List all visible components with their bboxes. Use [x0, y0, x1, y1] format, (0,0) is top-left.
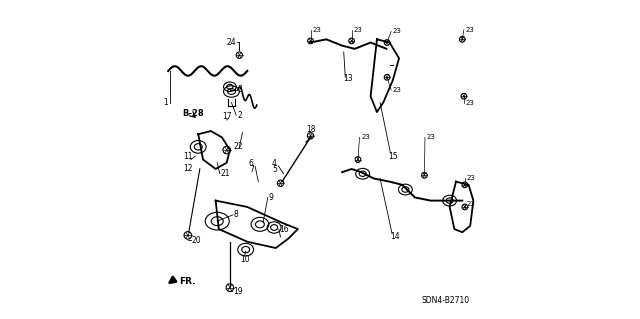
Text: 23: 23 [467, 175, 476, 182]
Text: 17: 17 [223, 112, 232, 121]
Text: 22: 22 [234, 142, 243, 151]
Text: 20: 20 [192, 236, 202, 245]
Text: 24: 24 [227, 38, 236, 47]
Text: 23: 23 [393, 28, 402, 34]
Text: 12: 12 [184, 165, 193, 174]
Text: 1: 1 [163, 98, 168, 107]
Text: 23: 23 [312, 27, 321, 33]
Text: 4: 4 [272, 159, 277, 168]
Text: 15: 15 [388, 152, 398, 161]
Text: B-28: B-28 [182, 109, 204, 118]
Text: 10: 10 [240, 255, 250, 263]
Text: 14: 14 [390, 233, 400, 241]
Text: 2: 2 [237, 111, 242, 120]
Text: 23: 23 [361, 134, 370, 140]
Text: 7: 7 [249, 165, 253, 174]
Text: 21: 21 [221, 169, 230, 178]
Text: 23: 23 [467, 201, 476, 207]
Text: 6: 6 [249, 159, 253, 168]
Text: 18: 18 [306, 125, 316, 134]
Text: 3: 3 [237, 85, 242, 94]
Text: 5: 5 [272, 165, 277, 174]
Text: 19: 19 [233, 287, 243, 296]
Text: 16: 16 [280, 225, 289, 234]
Text: 23: 23 [465, 27, 474, 33]
Text: FR.: FR. [179, 277, 196, 286]
Text: 13: 13 [343, 74, 353, 83]
Text: 23: 23 [427, 134, 435, 140]
Text: 23: 23 [353, 27, 362, 33]
Text: 23: 23 [465, 100, 474, 106]
Text: 8: 8 [234, 210, 239, 219]
Text: 11: 11 [184, 152, 193, 161]
Text: 23: 23 [393, 87, 402, 93]
Text: 9: 9 [269, 193, 274, 202]
Text: SDN4-B2710: SDN4-B2710 [421, 296, 469, 305]
